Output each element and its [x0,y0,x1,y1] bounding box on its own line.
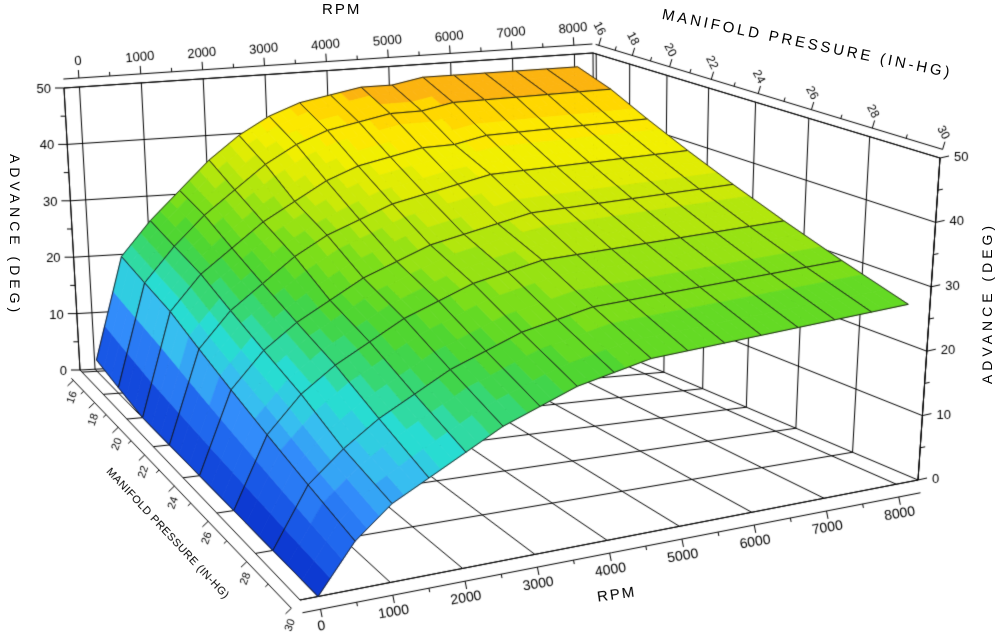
x-axis-title-top: RPM [322,1,362,18]
z-axis-title-left: ADVANCE (DEG) [7,154,23,317]
z-axis-title-right: ADVANCE (DEG) [979,221,995,385]
